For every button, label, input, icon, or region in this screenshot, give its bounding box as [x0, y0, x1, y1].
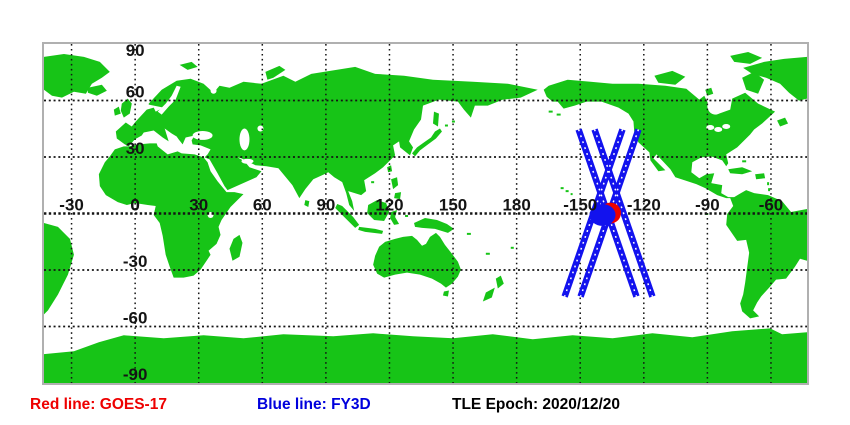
satellite-position-markers	[589, 202, 621, 226]
landmass-luzon	[391, 177, 399, 190]
sea-white	[210, 87, 217, 94]
islet-bahamas	[742, 160, 747, 163]
landmass-nz-south	[482, 287, 495, 302]
islet-fiji	[510, 246, 514, 249]
lake-great-2	[714, 127, 723, 132]
fy3d-position-dot	[589, 204, 616, 226]
lat-tick-label: 30	[126, 139, 145, 158]
islet-lesser-antilles-2	[768, 188, 771, 192]
landmass-borneo	[367, 200, 390, 221]
lon-tick-label: 90	[316, 196, 335, 215]
legend-fy3d: Blue line: FY3D	[257, 396, 371, 413]
lat-tick-label: -60	[123, 309, 147, 328]
lat-tick-label: 60	[126, 83, 145, 102]
landmass-uk	[120, 98, 132, 118]
landmass-mindanao	[394, 192, 402, 200]
islet-moluccas	[405, 214, 409, 217]
landmass-iceland	[87, 84, 107, 96]
legend-goes17: Red line: GOES-17	[30, 396, 167, 413]
islet-hawaii-3	[570, 193, 573, 196]
landmass-ellesmere	[730, 51, 763, 64]
landmass-sakhalin	[432, 111, 439, 127]
islet-kuril-1	[444, 124, 448, 127]
lat-tick-label: -90	[123, 365, 147, 383]
landmass-newfoundland	[777, 117, 789, 127]
landmass-sri-lanka	[304, 200, 310, 208]
landmass-greenland-west	[743, 56, 807, 101]
landmass-cuba	[728, 167, 753, 175]
landmass-eurasia	[115, 66, 538, 212]
landmass-sumatra	[335, 204, 360, 228]
islet-aleutian-2	[556, 113, 561, 116]
sea-caspian	[239, 128, 250, 151]
graticule-gridlines	[44, 44, 807, 383]
islet-aleutian-1	[548, 110, 553, 113]
lon-tick-label: 0	[130, 196, 139, 215]
landmass-victoria-island	[654, 70, 686, 85]
landmass-greenland-east	[44, 53, 110, 98]
landmass-antarctica	[44, 328, 807, 383]
gulf-persian	[241, 158, 254, 164]
lon-tick-label: 180	[503, 196, 531, 215]
lon-tick-label: 30	[189, 196, 208, 215]
landmass-ireland	[113, 106, 121, 116]
lon-tick-label: 60	[253, 196, 272, 215]
islet-new-caledonia	[485, 252, 490, 255]
islet-lesser-antilles-1	[767, 182, 770, 186]
bay-hudson	[707, 96, 724, 115]
lon-tick-label: -150	[563, 196, 597, 215]
lat-tick-label: 90	[126, 44, 145, 60]
landmass-new-guinea	[414, 217, 454, 233]
landmass-africa	[98, 143, 244, 278]
landmass-japan	[412, 128, 442, 157]
lon-tick-label: -30	[59, 196, 83, 215]
legend-tle-epoch: TLE Epoch: 2020/12/20	[452, 396, 620, 413]
lat-tick-label: 0	[130, 196, 139, 215]
islet-hawaii-2	[565, 190, 569, 193]
lake-great-3	[722, 124, 731, 129]
lon-tick-label: -120	[627, 196, 661, 215]
landmass-novaya-zemlya	[265, 65, 286, 80]
islet-kuril-2	[451, 120, 455, 123]
lon-tick-label: 120	[375, 196, 403, 215]
landmass-north-south-america	[543, 79, 807, 319]
landmass-tasmania	[442, 290, 449, 297]
landmass-svalbard	[179, 61, 198, 70]
sea-black	[192, 130, 213, 140]
islet-hawaii-1	[560, 187, 564, 190]
world-map-frame: 90 60 30 0 -30 -60 -90 -30 0 30 60 90 120 150 180 -150-…	[42, 42, 809, 385]
islet-solomons	[466, 232, 471, 235]
landmass-java	[358, 226, 384, 234]
lake-great-1	[706, 125, 715, 130]
lon-tick-label: -90	[695, 196, 719, 215]
landmass-nz-north	[495, 275, 504, 289]
lat-tick-label: -30	[123, 252, 147, 271]
landmass-brazil-east-wrap	[44, 222, 74, 315]
islet-hainan	[371, 181, 375, 184]
landmass-baffin	[742, 71, 765, 94]
landmass-hispaniola	[755, 173, 766, 180]
landmass-australia	[373, 232, 461, 288]
lon-tick-label: 150	[439, 196, 467, 215]
landmasses	[44, 51, 807, 383]
lon-tick-label: -60	[759, 196, 783, 215]
landmass-southampton	[705, 87, 714, 96]
landmass-madagascar	[229, 234, 243, 261]
landmass-sulawesi	[390, 210, 400, 225]
